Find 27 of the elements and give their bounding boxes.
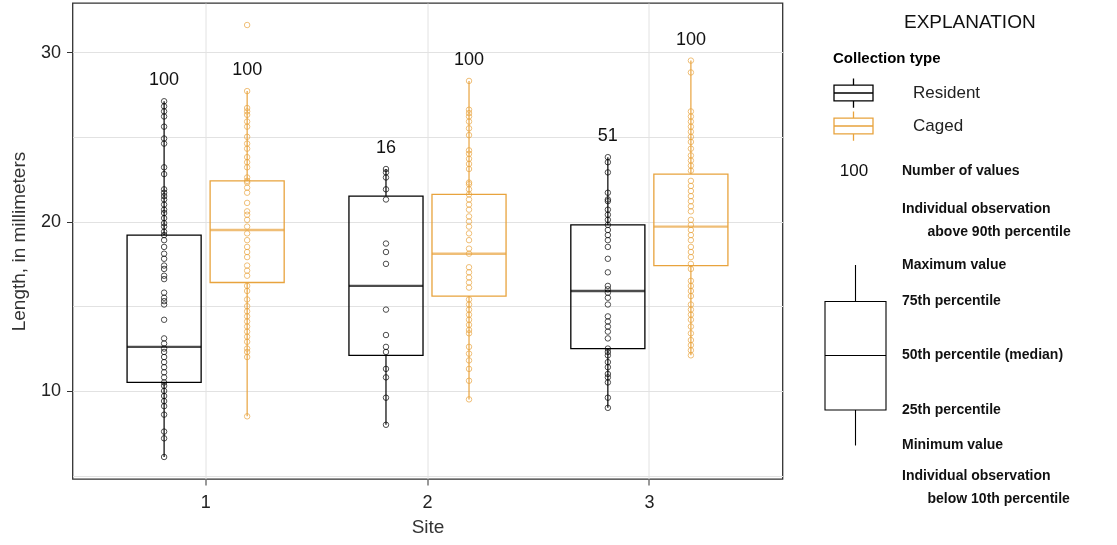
text: Number of values (902, 161, 1020, 178)
y-tick-label: 20 (40, 211, 61, 232)
text: Individual observation below 10th percentile (902, 466, 1071, 506)
text: EXPLANATION (904, 11, 1036, 32)
y-axis-title: Length, in millimeters (7, 151, 29, 332)
annotation: 100 (675, 28, 706, 49)
x-tick-label: 3 (644, 491, 655, 512)
y-tick-label: 10 (40, 380, 61, 401)
x-tick-label: 2 (422, 491, 433, 512)
legend-label: Caged (913, 116, 964, 135)
text: Minimum value (902, 435, 1004, 452)
text: Maximum value (902, 256, 1007, 272)
text: 50th percentile (median) (902, 345, 1064, 362)
text: 100 (839, 160, 869, 180)
annotation: 51 (597, 125, 618, 146)
text: Individual observation above 90th percentile (902, 199, 1071, 239)
annotation: 100 (232, 59, 263, 80)
legend-title: Collection type (833, 48, 941, 66)
legend-label: Resident (913, 83, 981, 102)
text: 75th percentile (902, 291, 1002, 308)
x-tick-label: 1 (200, 491, 211, 512)
x-axis-title: Site (411, 515, 445, 537)
annotation: 100 (149, 69, 180, 90)
annotation: 100 (454, 48, 485, 69)
annotation: 16 (375, 137, 396, 158)
y-tick-label: 30 (40, 41, 61, 62)
text: 25th percentile (902, 400, 1002, 417)
